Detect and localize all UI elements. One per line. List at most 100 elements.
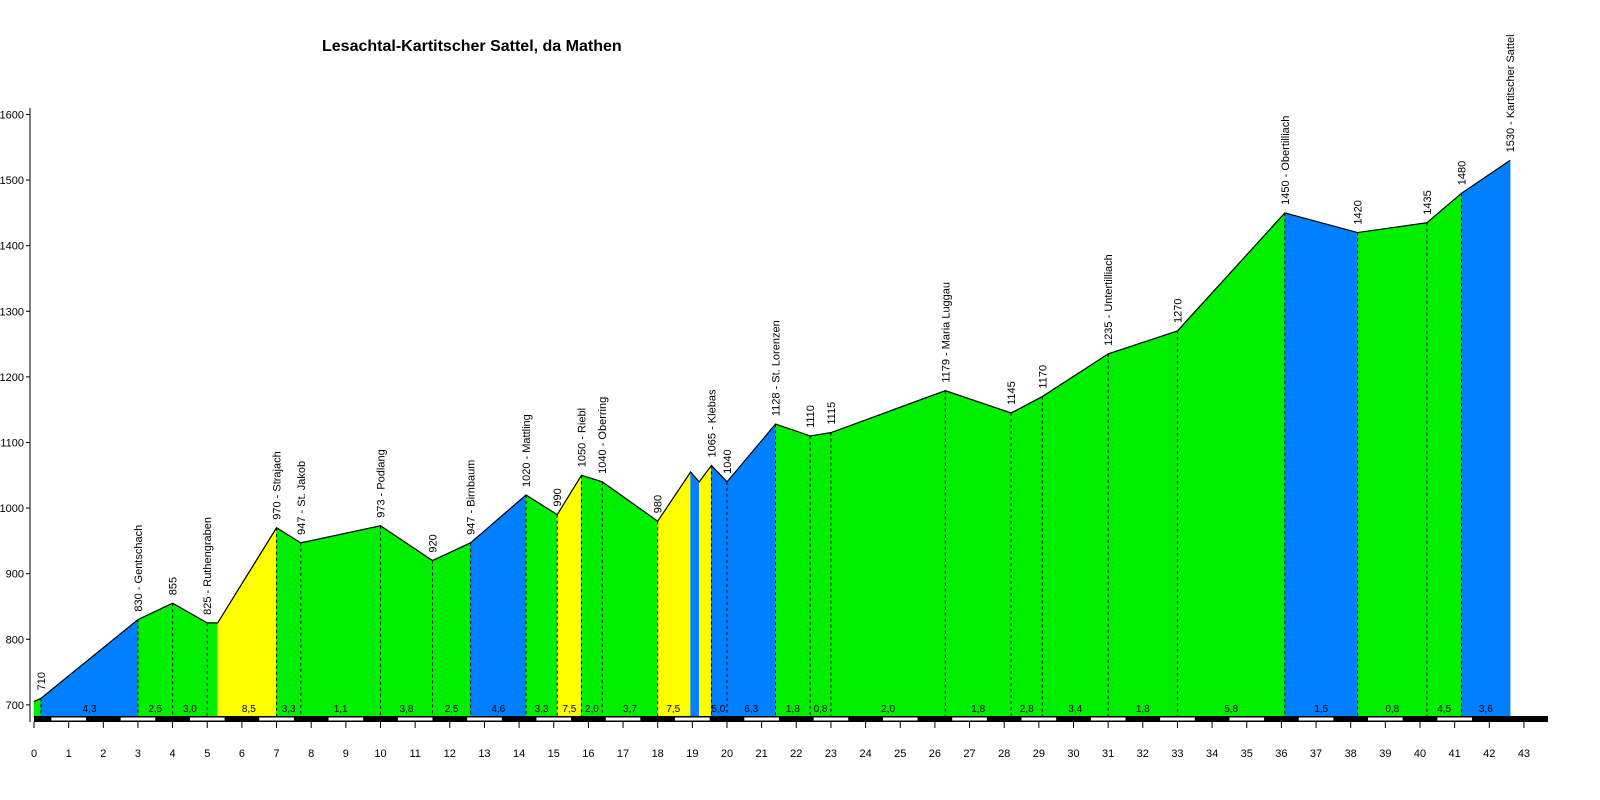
y-tick-label: 800 [6,634,24,646]
profile-areas [33,159,1511,719]
waypoint-label: 1050 - Riebl [576,408,588,467]
gradient-label: 2,5 [148,704,162,715]
profile-segment [432,542,471,719]
x-tick-label: 20 [721,748,733,760]
x-tick-label: 4 [170,748,176,760]
gradient-label: 4,6 [491,704,505,715]
waypoint-label: 970 - Strajach [272,451,284,519]
x-tick-label: 36 [1275,748,1287,760]
gradient-label: 3,3 [282,704,296,715]
profile-segment [525,494,558,719]
gradient-label: 1,5 [1314,704,1328,715]
gradient-label: 3,3 [535,704,549,715]
gradient-label: 2,8 [1020,704,1034,715]
profile-segment [581,474,603,719]
waypoint-label: 825 - Ruthengraben [202,517,214,615]
x-tick-label: 3 [135,748,141,760]
distance-bar-block [744,717,779,721]
distance-bar-block [397,717,433,721]
waypoint-label: 1170 [1037,365,1049,389]
distance-bar-block [1298,717,1334,721]
waypoint-label: 947 - Birnbaum [466,460,478,535]
x-tick-label: 8 [308,748,314,760]
waypoint-label: 830 - Gentschach [133,525,145,612]
distance-bar [34,716,1548,722]
gradient-label: 2,0 [585,704,599,715]
waypoint-label: 990 [552,488,564,506]
waypoint-labels: 710 830 - Gentschach 855 825 - Ruthengraben… [36,34,1517,690]
gradient-label: 3,4 [1068,704,1082,715]
gradient-label: 1,8 [1136,704,1150,715]
profile-segment [830,390,946,719]
distance-bar-block [1090,717,1126,721]
x-tick-label: 33 [1171,748,1183,760]
profile-segment [726,423,776,719]
waypoint-label: 1420 [1353,200,1365,224]
x-tick-label: 18 [652,748,664,760]
x-tick-label: 12 [444,748,456,760]
x-tick-label: 14 [513,748,525,760]
waypoint-dashed-lines [40,193,1463,718]
x-tick-label: 17 [617,748,629,760]
profile-segment [711,464,728,719]
profile-segment [698,464,712,719]
gradient-labels: 4,3 2,5 3,0 8,5 3,3 1,1 3,8 2,5 4,6 3,3 7,5 2,0 3,7 7… [82,704,1493,715]
y-tick-label: 1500 [0,175,24,187]
gradient-label: 5,8 [1224,704,1238,715]
distance-bar-block [1437,717,1472,721]
profile-line [33,159,1511,703]
waypoint-label: 920 [427,534,439,552]
x-tick-label: 35 [1241,748,1253,760]
waypoint-label: 1480 [1457,161,1469,185]
profile-segment [1177,212,1286,719]
waypoint-label: 1450 - Obertilliach [1280,116,1292,205]
profile-segment [601,481,659,719]
waypoint-label: 1179 - Maria Luggau [940,282,952,383]
waypoint-label: 1020 - Mattling [521,414,533,487]
distance-bar-block [189,717,225,721]
gradient-label: 7,5 [562,704,576,715]
profile-segment [1010,396,1043,719]
distance-bar-block [1368,717,1403,721]
x-tick-label: 24 [859,748,871,760]
profile-segment [300,525,381,719]
gradient-label: 0,8 [814,704,828,715]
x-tick-label: 31 [1102,748,1114,760]
y-tick-label: 1000 [0,503,24,515]
distance-bar-block [605,717,641,721]
distance-bar-block [120,717,156,721]
distance-bar-block [259,717,294,721]
distance-bar-block [1021,717,1057,721]
x-tick-label: 26 [929,748,941,760]
gradient-label: 1,8 [971,704,985,715]
x-tick-label: 29 [1033,748,1045,760]
profile-segment [690,471,700,719]
x-tick-label: 27 [963,748,975,760]
profile-segment [1357,222,1428,719]
profile-segment [809,432,832,719]
x-tick-label: 19 [686,748,698,760]
gradient-label: 8,5 [242,704,256,715]
profile-segment [944,390,1012,719]
profile-segment [206,622,218,719]
x-tick-label: 6 [239,748,245,760]
y-tick-label: 700 [6,700,24,712]
gradient-label: 3,7 [623,704,637,715]
x-tick-label: 10 [374,748,386,760]
profile-segment [1107,330,1178,719]
waypoint-label: 980 [653,495,665,513]
x-tick-label: 38 [1345,748,1357,760]
gradient-label: 3,8 [400,704,414,715]
x-tick-label: 41 [1449,748,1461,760]
x-tick-label: 13 [478,748,490,760]
gradient-label: 4,3 [82,704,96,715]
x-tick-label: 42 [1483,748,1495,760]
distance-bar-block [675,717,710,721]
gradient-label: 1,8 [786,704,800,715]
y-tick-label: 1100 [0,437,24,449]
waypoint-label: 1235 - Untertilliach [1103,254,1115,346]
x-tick-label: 30 [1067,748,1079,760]
waypoint-label: 947 - St. Jakob [296,461,308,535]
